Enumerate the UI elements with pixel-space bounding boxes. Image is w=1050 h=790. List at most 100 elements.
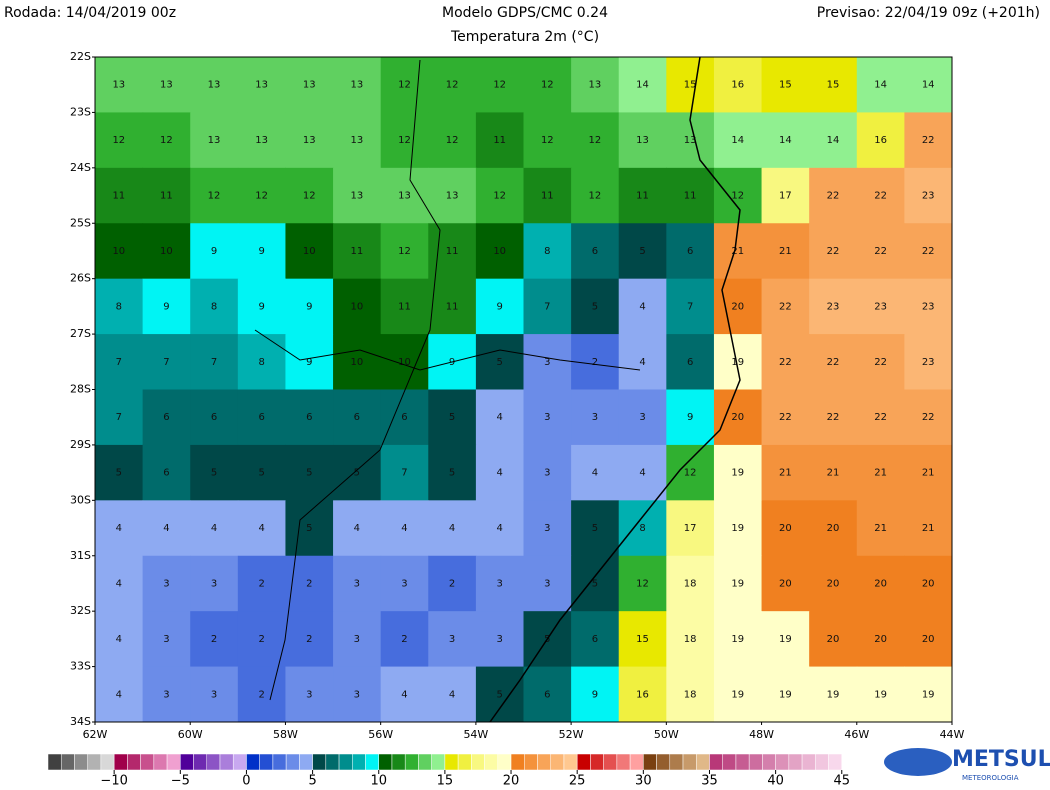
temp-cell bbox=[666, 57, 715, 113]
temp-value: 7 bbox=[687, 301, 693, 312]
temp-cell bbox=[142, 666, 191, 723]
temp-cell bbox=[713, 223, 763, 280]
temp-cell bbox=[571, 223, 620, 280]
temp-cell bbox=[428, 444, 477, 501]
colorbar-label: 15 bbox=[437, 774, 454, 789]
temp-value: 12 bbox=[731, 191, 744, 202]
temp-value: 4 bbox=[258, 523, 264, 534]
temp-cell bbox=[666, 666, 715, 723]
temp-value: 22 bbox=[827, 246, 840, 257]
temp-value: 18 bbox=[684, 634, 697, 645]
temp-value: 8 bbox=[639, 523, 645, 534]
temp-value: 3 bbox=[163, 578, 169, 589]
temp-value: 4 bbox=[116, 634, 122, 645]
temp-cell bbox=[809, 112, 858, 169]
lon-label: 48W bbox=[749, 728, 774, 741]
temp-cell bbox=[428, 57, 477, 113]
temp-value: 5 bbox=[497, 689, 503, 700]
temp-cell bbox=[190, 555, 239, 612]
temp-value: 12 bbox=[493, 191, 506, 202]
colorbar-cell bbox=[431, 753, 446, 771]
temp-value: 6 bbox=[354, 412, 360, 423]
temp-value: 22 bbox=[827, 412, 840, 423]
temp-value: 12 bbox=[398, 135, 411, 146]
temp-value: 8 bbox=[544, 246, 550, 257]
colorbar-cell bbox=[180, 753, 194, 771]
temp-value: 23 bbox=[827, 301, 840, 312]
temp-value: 18 bbox=[684, 578, 697, 589]
temp-cell bbox=[95, 389, 144, 446]
temp-cell bbox=[904, 167, 953, 224]
temp-value: 3 bbox=[639, 412, 645, 423]
temp-value: 13 bbox=[684, 135, 697, 146]
temp-cell bbox=[904, 444, 953, 501]
temp-cell bbox=[333, 444, 382, 501]
temp-cell bbox=[761, 334, 810, 390]
colorbar-cell bbox=[418, 753, 432, 771]
temp-cell bbox=[618, 112, 667, 169]
temp-cell bbox=[475, 555, 524, 612]
temp-cell bbox=[809, 57, 858, 113]
temp-value: 20 bbox=[731, 412, 744, 423]
temp-value: 13 bbox=[208, 80, 221, 91]
temp-value: 20 bbox=[922, 578, 935, 589]
temp-value: 3 bbox=[544, 357, 550, 368]
temp-value: 6 bbox=[544, 689, 550, 700]
temp-cell bbox=[713, 500, 763, 557]
temp-value: 4 bbox=[592, 468, 598, 479]
temp-value: 13 bbox=[446, 191, 459, 202]
temp-cell bbox=[95, 57, 144, 113]
temp-cell bbox=[761, 444, 810, 501]
temp-cell bbox=[237, 389, 286, 446]
temp-value: 13 bbox=[255, 135, 268, 146]
temp-cell bbox=[95, 112, 144, 169]
colorbar-cell bbox=[444, 753, 459, 771]
temp-cell bbox=[571, 500, 620, 557]
temp-cell bbox=[713, 112, 763, 169]
temp-value: 11 bbox=[493, 135, 506, 146]
temp-cell bbox=[761, 389, 810, 446]
colorbar-label: −10 bbox=[100, 774, 127, 789]
temp-cell bbox=[190, 223, 239, 280]
temp-value: 15 bbox=[779, 80, 792, 91]
temp-cell bbox=[475, 389, 524, 446]
temp-value: 13 bbox=[350, 191, 363, 202]
temp-cell bbox=[237, 500, 286, 557]
temp-value: 13 bbox=[398, 191, 411, 202]
temp-value: 11 bbox=[398, 301, 411, 312]
temp-value: 3 bbox=[211, 689, 217, 700]
lat-label: 31S bbox=[70, 549, 91, 562]
temp-cell bbox=[666, 611, 715, 668]
temp-cell bbox=[666, 500, 715, 557]
lon-label: 46W bbox=[844, 728, 869, 741]
colorbar-cell bbox=[616, 753, 631, 771]
temp-value: 22 bbox=[827, 357, 840, 368]
temp-cell bbox=[380, 666, 429, 723]
temp-cell bbox=[523, 334, 572, 390]
temp-value: 22 bbox=[779, 412, 792, 423]
colorbar-cell bbox=[246, 753, 260, 771]
colorbar-cell bbox=[775, 753, 790, 771]
temp-cell bbox=[523, 223, 572, 280]
temp-cell bbox=[904, 223, 953, 280]
temp-value: 5 bbox=[449, 412, 455, 423]
colorbar-cell bbox=[722, 753, 737, 771]
colorbar-cell bbox=[550, 753, 565, 771]
temp-value: 13 bbox=[160, 80, 173, 91]
temp-cell bbox=[713, 389, 763, 446]
temp-value: 6 bbox=[401, 412, 407, 423]
colorbar-cell bbox=[113, 753, 128, 771]
temp-value: 21 bbox=[922, 468, 935, 479]
temp-value: 12 bbox=[398, 246, 411, 257]
temp-cell bbox=[285, 666, 334, 723]
temp-value: 7 bbox=[163, 357, 169, 368]
temp-cell bbox=[904, 666, 953, 723]
temp-value: 14 bbox=[827, 135, 840, 146]
temp-value: 22 bbox=[779, 357, 792, 368]
temp-value: 8 bbox=[211, 301, 217, 312]
temp-value: 10 bbox=[350, 357, 363, 368]
temp-cell bbox=[190, 167, 239, 224]
temp-cell bbox=[428, 389, 477, 446]
temp-cell bbox=[333, 167, 382, 224]
temp-value: 21 bbox=[874, 523, 887, 534]
